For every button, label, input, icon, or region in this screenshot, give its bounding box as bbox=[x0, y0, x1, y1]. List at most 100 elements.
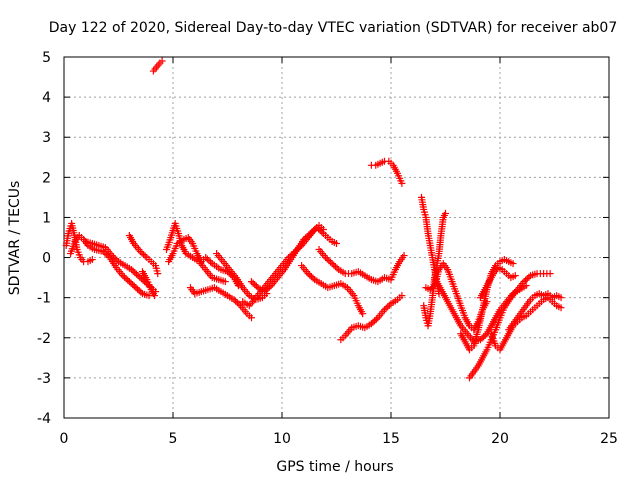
data-point bbox=[520, 278, 528, 286]
data-point bbox=[207, 258, 215, 266]
data-point bbox=[333, 240, 340, 248]
data-point bbox=[110, 253, 118, 261]
data-point bbox=[251, 281, 259, 289]
data-point bbox=[380, 306, 388, 314]
data-point bbox=[385, 301, 393, 309]
data-point bbox=[306, 229, 314, 237]
data-point bbox=[323, 255, 331, 263]
data-point bbox=[131, 269, 139, 277]
data-point bbox=[511, 272, 519, 280]
data-point bbox=[129, 281, 137, 289]
data-point bbox=[316, 226, 324, 234]
series-arc-o bbox=[337, 292, 406, 344]
grid bbox=[64, 57, 609, 418]
data-point bbox=[369, 318, 377, 326]
data-point bbox=[235, 300, 243, 308]
data-point bbox=[125, 278, 133, 286]
data-point bbox=[158, 57, 166, 65]
data-point bbox=[249, 279, 257, 287]
data-point bbox=[331, 263, 339, 271]
data-point bbox=[307, 273, 315, 281]
data-point bbox=[120, 273, 128, 281]
y-axis: -4 -3 -2 -1 0 1 2 3 4 5 bbox=[37, 50, 609, 427]
y-tick-label: -1 bbox=[37, 291, 51, 307]
series-arc-b bbox=[67, 231, 153, 300]
data-point bbox=[309, 274, 317, 282]
series-arc-y bbox=[505, 290, 565, 334]
data-point bbox=[303, 232, 311, 240]
x-axis-label: GPS time / hours bbox=[276, 459, 393, 475]
data-point bbox=[327, 258, 335, 266]
data-point bbox=[525, 273, 533, 281]
data-point bbox=[134, 272, 142, 280]
y-tick-label: -2 bbox=[37, 331, 51, 347]
x-tick-label: 10 bbox=[273, 431, 291, 447]
data-point bbox=[301, 234, 309, 242]
data-point bbox=[315, 225, 323, 233]
data-point bbox=[261, 288, 269, 296]
series-arc-j bbox=[213, 250, 271, 304]
plot-frame bbox=[63, 56, 610, 419]
data-point bbox=[330, 261, 338, 269]
x-axis: 0 5 10 15 20 25 bbox=[60, 57, 618, 447]
data-point bbox=[509, 260, 517, 268]
data-point bbox=[138, 249, 146, 257]
y-tick-label: 5 bbox=[42, 50, 51, 66]
series-arc-l bbox=[247, 223, 340, 296]
data-point bbox=[328, 260, 336, 268]
data-point bbox=[300, 236, 308, 244]
data-point bbox=[232, 297, 240, 305]
data-point bbox=[108, 252, 116, 260]
data-point bbox=[221, 278, 229, 286]
data-point bbox=[122, 275, 130, 283]
data-point bbox=[137, 275, 145, 283]
data-point bbox=[136, 248, 144, 256]
series-arc-f bbox=[149, 57, 166, 75]
data-point bbox=[305, 231, 313, 239]
data-point bbox=[480, 333, 488, 341]
data-point bbox=[372, 315, 380, 323]
series-arc-w bbox=[476, 264, 519, 302]
data-point bbox=[150, 292, 158, 300]
series-arc-h bbox=[165, 234, 242, 290]
data-point bbox=[367, 320, 375, 328]
y-tick-label: 3 bbox=[42, 130, 51, 146]
data-point bbox=[128, 266, 136, 274]
y-tick-label: -3 bbox=[37, 371, 51, 387]
data-point bbox=[135, 287, 143, 295]
data-point bbox=[129, 267, 137, 275]
series-arc-m bbox=[298, 262, 367, 318]
y-tick-label: 2 bbox=[42, 170, 51, 186]
data-point bbox=[398, 179, 406, 187]
data-point bbox=[308, 228, 316, 236]
x-tick-label: 5 bbox=[169, 431, 178, 447]
data-point bbox=[442, 209, 449, 217]
y-tick-label: 0 bbox=[42, 251, 51, 267]
data-point bbox=[113, 256, 121, 264]
data-marks bbox=[62, 57, 565, 382]
series-arc-d bbox=[125, 231, 162, 278]
data-point bbox=[124, 276, 132, 284]
y-tick-label: -4 bbox=[37, 411, 51, 427]
data-point bbox=[371, 317, 379, 325]
data-point bbox=[546, 270, 554, 278]
data-point bbox=[359, 310, 367, 318]
y-axis-label: SDTVAR / TECUs bbox=[7, 181, 23, 296]
series-arc-e bbox=[138, 268, 158, 300]
y-tick-label: 1 bbox=[42, 210, 51, 226]
data-point bbox=[333, 264, 341, 272]
data-point bbox=[154, 270, 162, 278]
data-point bbox=[384, 303, 392, 311]
data-point bbox=[322, 254, 330, 262]
chart-title: Day 122 of 2020, Sidereal Day-to-day VTE… bbox=[49, 20, 618, 36]
data-point bbox=[306, 271, 314, 279]
data-point bbox=[476, 336, 484, 344]
y-tick-label: 4 bbox=[42, 90, 51, 106]
data-point bbox=[252, 282, 260, 290]
data-point bbox=[310, 226, 318, 234]
data-point bbox=[325, 257, 333, 265]
data-point bbox=[130, 282, 138, 290]
data-point bbox=[140, 251, 148, 259]
data-point bbox=[119, 272, 127, 280]
data-point bbox=[88, 256, 96, 264]
